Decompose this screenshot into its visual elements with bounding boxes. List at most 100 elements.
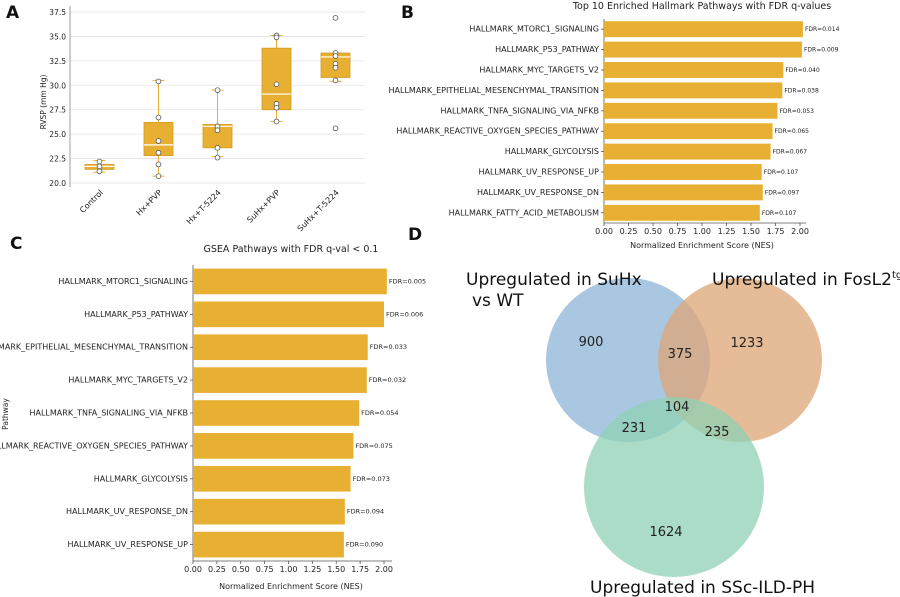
rvsp-y-tick-label: 37.5: [49, 8, 66, 17]
hallmark-fdr-label: FDR=0.065: [775, 128, 810, 135]
gsea-fdr-label: FDR=0.005: [389, 277, 426, 285]
hallmark-fdr-label: FDR=0.014: [805, 26, 840, 33]
rvsp-y-axis-label: RVSP (mm Hg): [39, 75, 48, 130]
gsea-fdr-label: FDR=0.094: [347, 508, 384, 516]
venn-label-fosl2: Upregulated in FosL2tg: [712, 270, 900, 290]
rvsp-x-tick-label: SuHx+T-5224: [296, 188, 341, 233]
rvsp-data-point: [273, 118, 280, 125]
hallmark-fdr-label: FDR=0.107: [764, 169, 799, 176]
rvsp-y-tick-label: 22.5: [49, 155, 66, 164]
gsea-category-label: HALLMARK_P53_PATHWAY: [84, 310, 188, 319]
hallmark-category-label: HALLMARK_REACTIVE_OXYGEN_SPECIES_PATHWAY: [396, 127, 599, 136]
venn-count-suhx-only: 900: [579, 335, 604, 350]
gsea-fdr-label: FDR=0.006: [386, 310, 423, 318]
gsea-x-tick-label: 0.50: [232, 565, 250, 574]
gsea-category-label: HALLMARK_UV_RESPONSE_DN: [66, 507, 188, 516]
gsea-category-label: HALLMARK_MTORC1_SIGNALING: [58, 277, 188, 286]
rvsp-data-point: [273, 81, 280, 88]
venn-label-suhx-line1: Upregulated in SuHx: [466, 270, 642, 290]
hallmark-bar: [604, 41, 802, 58]
rvsp-x-tick-label: Control: [78, 188, 105, 215]
hallmark-fdr-label: FDR=0.107: [762, 210, 797, 217]
hallmark-x-tick-label: 0.00: [595, 227, 613, 236]
rvsp-data-point: [155, 173, 162, 179]
panel-label-d: D: [408, 225, 422, 245]
venn-count-sscildph-only: 1624: [649, 525, 682, 540]
rvsp-data-point: [155, 161, 162, 168]
hallmark-bar: [604, 62, 784, 78]
gsea-bar: [193, 400, 360, 426]
gsea-bar: [193, 301, 384, 328]
gsea-x-tick-label: 2.00: [375, 565, 393, 574]
gsea-bar: [193, 465, 351, 492]
rvsp-data-point: [273, 104, 280, 111]
gsea-x-tick-label: 0.75: [256, 565, 274, 574]
rvsp-x-tick-label: SuHx+PVP: [245, 188, 282, 225]
venn-label-suhx-line2: vs WT: [472, 291, 524, 311]
hallmark-bar-chart: Top 10 Enriched Hallmark Pathways with F…: [389, 1, 840, 250]
gsea-x-tick-label: 1.00: [280, 565, 298, 574]
hallmark-bar: [604, 82, 783, 99]
rvsp-data-point: [96, 163, 103, 170]
hallmark-bar: [604, 184, 763, 201]
gsea-chart-title: GSEA Pathways with FDR q-val < 0.1: [204, 244, 379, 255]
hallmark-x-axis-label: Normalized Enrichment Score (NES): [630, 241, 774, 250]
rvsp-data-point: [214, 154, 221, 161]
gsea-bar: [193, 531, 344, 558]
hallmark-bar: [604, 102, 778, 119]
hallmark-category-label: HALLMARK_UV_RESPONSE_UP: [478, 168, 599, 177]
gsea-fdr-label: FDR=0.073: [353, 475, 390, 483]
venn-count-fosl2-only: 1233: [730, 336, 763, 351]
hallmark-fdr-label: FDR=0.097: [765, 189, 800, 196]
rvsp-x-tick-label: Hx+T-5224: [185, 188, 223, 226]
rvsp-y-tick-label: 32.5: [49, 57, 66, 66]
gsea-bar: [193, 433, 354, 459]
hallmark-fdr-label: FDR=0.009: [804, 47, 839, 54]
rvsp-data-point: [96, 168, 103, 175]
gsea-fdr-label: FDR=0.075: [355, 442, 392, 450]
hallmark-category-label: HALLMARK_GLYCOLYSIS: [505, 147, 599, 156]
hallmark-x-tick-label: 1.50: [742, 227, 760, 236]
rvsp-box-iqr: [261, 47, 292, 111]
rvsp-y-tick-label: 25.0: [49, 130, 66, 139]
rvsp-data-point: [332, 125, 339, 132]
gsea-bar: [193, 498, 345, 525]
hallmark-x-tick-label: 0.75: [669, 227, 687, 236]
rvsp-data-point: [332, 15, 339, 21]
rvsp-data-point: [155, 114, 162, 121]
rvsp-data-point: [332, 53, 339, 59]
venn-count-fosl2-sscildph: 235: [705, 425, 730, 440]
venn-circle-sscildph: [584, 397, 764, 577]
rvsp-boxplot: RVSP (mm Hg) 20.0 22.5 25.0 27.5 30.0 32.5 35.…: [39, 6, 365, 233]
gsea-fdr-label: FDR=0.090: [346, 541, 383, 549]
rvsp-data-point: [332, 77, 339, 84]
panel-label-c: C: [10, 234, 22, 254]
gsea-category-label: HALLMARK_EPITHELIAL_MESENCHYMAL_TRANSITI…: [0, 343, 188, 352]
gsea-x-tick-label: 0.25: [208, 565, 226, 574]
hallmark-category-label: HALLMARK_TNFA_SIGNALING_VIA_NFKB: [440, 106, 599, 115]
gsea-category-label: HALLMARK_REACTIVE_OXYGEN_SPECIES_PATHWAY: [0, 441, 188, 450]
rvsp-box-suhx-pvp: [261, 32, 292, 125]
gsea-fdr-label: FDR=0.033: [370, 343, 407, 351]
hallmark-fdr-label: FDR=0.053: [779, 108, 814, 115]
hallmark-fdr-label: FDR=0.038: [784, 87, 819, 94]
rvsp-data-point: [155, 138, 162, 144]
hallmark-x-tick-label: 1.25: [718, 227, 736, 236]
gsea-x-tick-label: 1.25: [303, 565, 321, 574]
rvsp-box-suhx-t-5224: [320, 15, 351, 132]
gsea-fdr-label: FDR=0.032: [369, 376, 406, 384]
rvsp-data-point: [155, 78, 162, 85]
gsea-fdr-label: FDR=0.054: [361, 409, 398, 417]
rvsp-x-tick-label: Hx+PVP: [135, 188, 165, 218]
hallmark-bar: [604, 21, 803, 38]
hallmark-category-label: HALLMARK_MYC_TARGETS_V2: [479, 66, 599, 75]
gsea-y-axis-label: Pathway: [1, 398, 10, 430]
venn-diagram: Upregulated in SuHx vs WT Upregulated in…: [466, 270, 900, 597]
venn-count-suhx-fosl2: 375: [668, 347, 693, 362]
hallmark-category-label: HALLMARK_FATTY_ACID_METABOLISM: [449, 208, 599, 217]
hallmark-x-tick-label: 0.50: [644, 227, 662, 236]
rvsp-box-hx-t-5224: [202, 87, 233, 161]
rvsp-data-point: [332, 64, 339, 71]
rvsp-data-point: [96, 158, 103, 165]
